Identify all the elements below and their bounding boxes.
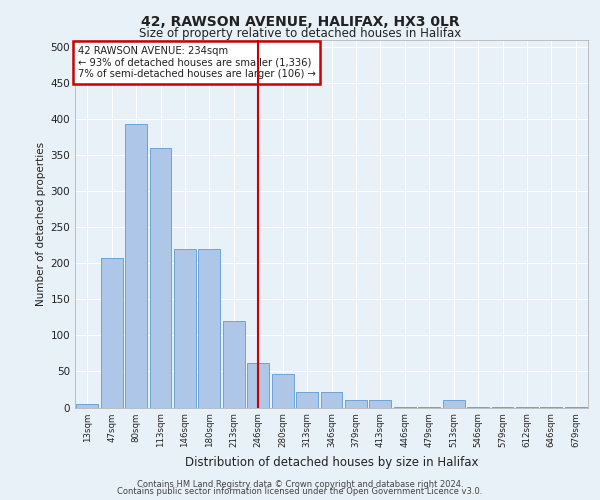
Bar: [101, 258, 122, 408]
Bar: [418, 407, 440, 408]
Bar: [125, 124, 147, 408]
Bar: [565, 407, 587, 408]
Text: Size of property relative to detached houses in Halifax: Size of property relative to detached ho…: [139, 28, 461, 40]
Bar: [491, 407, 514, 408]
Bar: [516, 407, 538, 408]
Bar: [296, 392, 318, 407]
Bar: [272, 374, 293, 408]
Text: Contains public sector information licensed under the Open Government Licence v3: Contains public sector information licen…: [118, 488, 482, 496]
Bar: [467, 407, 489, 408]
Bar: [394, 407, 416, 408]
X-axis label: Distribution of detached houses by size in Halifax: Distribution of detached houses by size …: [185, 456, 478, 468]
Text: 42, RAWSON AVENUE, HALIFAX, HX3 0LR: 42, RAWSON AVENUE, HALIFAX, HX3 0LR: [140, 15, 460, 29]
Text: 42 RAWSON AVENUE: 234sqm
← 93% of detached houses are smaller (1,336)
7% of semi: 42 RAWSON AVENUE: 234sqm ← 93% of detach…: [77, 46, 316, 78]
Bar: [76, 404, 98, 407]
Bar: [541, 407, 562, 408]
Bar: [247, 363, 269, 408]
Bar: [320, 392, 343, 407]
Bar: [223, 321, 245, 408]
Bar: [370, 400, 391, 407]
Bar: [443, 400, 464, 407]
Bar: [199, 249, 220, 408]
Y-axis label: Number of detached properties: Number of detached properties: [36, 142, 46, 306]
Bar: [149, 148, 172, 407]
Text: Contains HM Land Registry data © Crown copyright and database right 2024.: Contains HM Land Registry data © Crown c…: [137, 480, 463, 489]
Bar: [345, 400, 367, 407]
Bar: [174, 249, 196, 408]
